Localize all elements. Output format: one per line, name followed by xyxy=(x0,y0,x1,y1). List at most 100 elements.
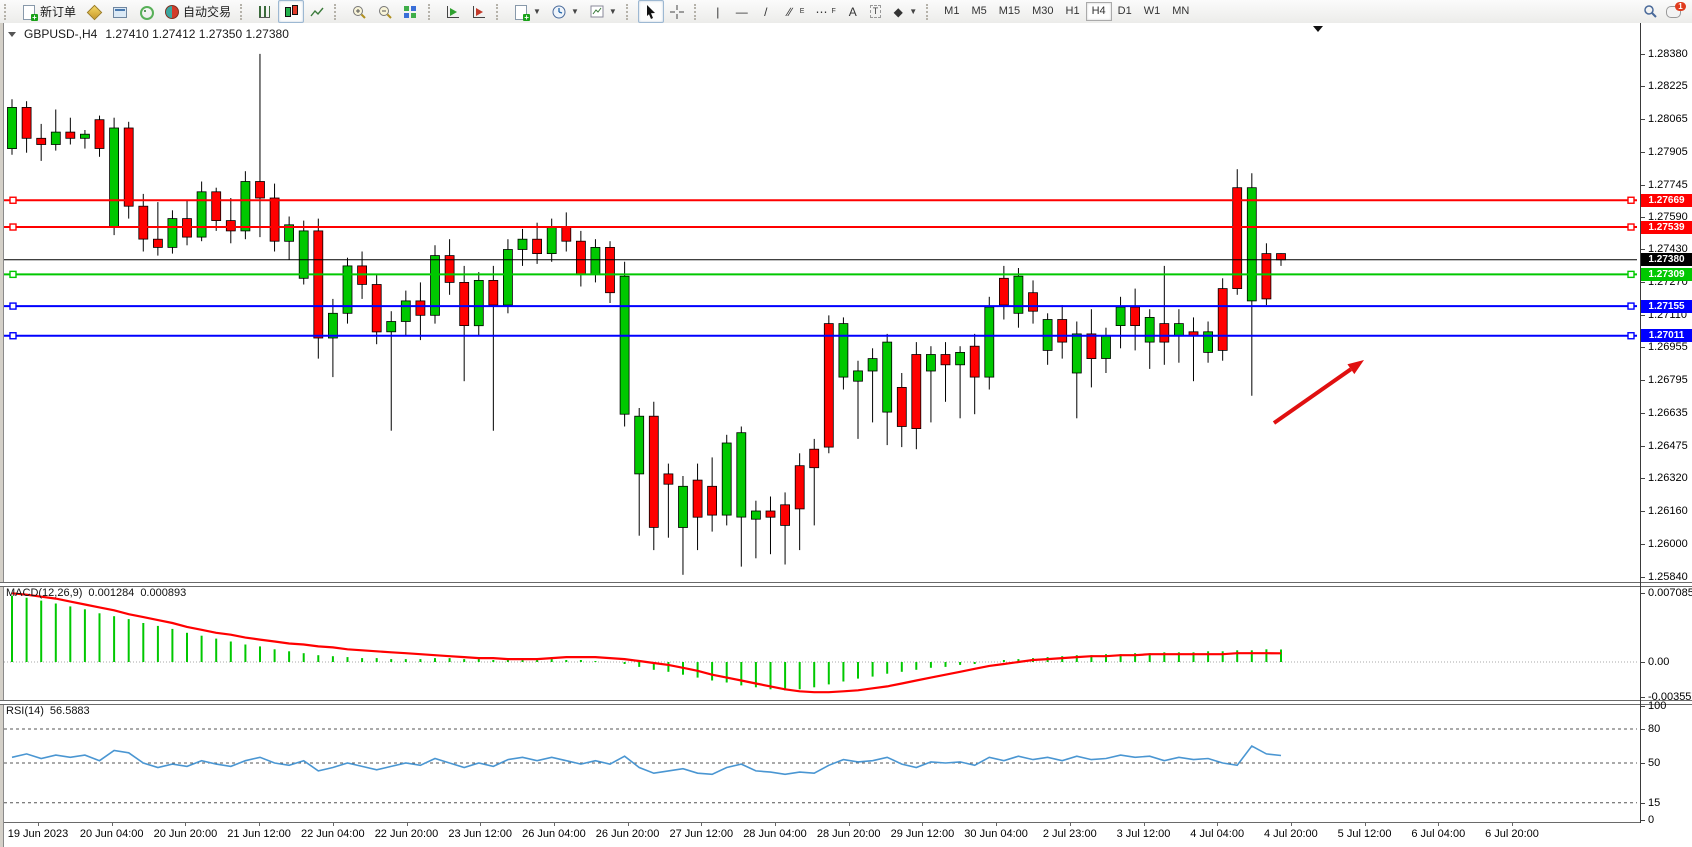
toolbar-grip[interactable] xyxy=(334,3,343,20)
price-scale-label: 1.27590 xyxy=(1648,211,1688,223)
price-scale-tick xyxy=(1641,249,1645,250)
toolbar-grip[interactable] xyxy=(926,3,935,20)
navigator-button[interactable] xyxy=(107,0,133,23)
time-axis-label: 22 Jun 04:00 xyxy=(300,828,365,840)
price-line-label-chip: 1.27155 xyxy=(1641,300,1692,313)
channel-button[interactable]: ∕∕ E xyxy=(778,0,810,23)
time-axis-tick xyxy=(1290,823,1292,826)
zoom-in-button[interactable] xyxy=(346,0,372,23)
chart-title: GBPUSD-,H4 1.27410 1.27412 1.27350 1.273… xyxy=(8,27,289,41)
rsi-indicator-pane[interactable] xyxy=(4,703,1641,822)
notifications-button[interactable]: 1 xyxy=(1666,1,1686,20)
candlestick-chart[interactable] xyxy=(4,24,1641,582)
price-scale-tick xyxy=(1641,152,1645,153)
text-button[interactable]: A xyxy=(841,0,865,23)
dropdown-caret-icon: ▼ xyxy=(608,7,617,16)
main-toolbar: + 新订单 自动交易 + ▼ ▼ ▼ | — / ∕∕ E ⋯ F xyxy=(0,0,1692,24)
timeframe-h4-button[interactable]: H4 xyxy=(1085,2,1112,21)
time-axis-tick xyxy=(111,823,113,826)
timeframe-m30-button[interactable]: M30 xyxy=(1032,5,1054,17)
timeframe-h1-button[interactable]: H1 xyxy=(1065,5,1080,17)
time-axis-tick xyxy=(1364,823,1366,826)
time-axis-tick xyxy=(701,823,703,826)
timeframe-w1-button[interactable]: W1 xyxy=(1143,5,1161,17)
auto-scroll-button[interactable] xyxy=(440,0,466,23)
time-axis[interactable]: 19 Jun 2023 20 Jun 04:00 20 Jun 20:00 21 Ju… xyxy=(4,822,1640,847)
toolbar-grip[interactable] xyxy=(693,3,703,20)
time-axis-label: 19 Jun 2023 xyxy=(7,828,69,840)
vertical-line-button[interactable]: | xyxy=(706,0,730,23)
new-order-label: 新订单 xyxy=(40,5,77,19)
price-scale-tick xyxy=(1641,282,1645,283)
ohlc-values-label: 1.27410 1.27412 1.27350 1.27380 xyxy=(105,27,289,41)
toolbar-grip[interactable] xyxy=(428,3,437,20)
macd-scale-tick xyxy=(1641,697,1645,698)
time-axis-label: 21 Jun 12:00 xyxy=(227,828,291,840)
timeframe-mn-button[interactable]: MN xyxy=(1172,5,1190,17)
toolbar-grip[interactable] xyxy=(496,3,505,20)
price-line-label-chip: 1.27309 xyxy=(1641,268,1692,281)
rsi-scale-label: 50 xyxy=(1648,757,1661,769)
templates-icon xyxy=(589,4,605,20)
time-axis-tick xyxy=(332,823,334,826)
indicators-button[interactable]: + ▼ xyxy=(508,0,546,23)
arrows-icon: ◆ xyxy=(893,4,903,19)
arrows-button[interactable]: ◆ ▼ xyxy=(886,0,922,23)
auto-trading-icon xyxy=(164,4,180,20)
price-scale-tick xyxy=(1641,446,1645,447)
pane-splitter[interactable] xyxy=(0,582,1692,587)
toolbar-grip[interactable] xyxy=(625,3,635,20)
toolbar-grip[interactable] xyxy=(240,3,249,20)
time-axis-label: 28 Jun 04:00 xyxy=(743,828,807,840)
rsi-scale-tick xyxy=(1641,729,1645,730)
search-icon[interactable] xyxy=(1642,4,1658,20)
auto-trading-button[interactable]: 自动交易 xyxy=(159,0,236,23)
clock-icon xyxy=(551,4,567,20)
line-chart-button[interactable] xyxy=(304,0,330,23)
macd-indicator-pane[interactable] xyxy=(4,585,1641,700)
chart-menu-caret-icon[interactable] xyxy=(8,31,16,37)
chart-shift-marker-icon[interactable] xyxy=(1313,26,1323,32)
rsi-scale-label: 100 xyxy=(1648,700,1667,712)
signals-button[interactable] xyxy=(133,0,159,23)
channel-suffix: E xyxy=(799,8,805,15)
timeframe-d1-button[interactable]: D1 xyxy=(1117,5,1132,17)
timeframe-m5-button[interactable]: M5 xyxy=(971,5,987,17)
price-scale-tick xyxy=(1641,86,1645,87)
dropdown-caret-icon: ▼ xyxy=(909,7,918,16)
trendline-button[interactable]: / xyxy=(754,0,778,23)
price-scale-label: 1.26635 xyxy=(1648,407,1688,419)
new-order-button[interactable]: + 新订单 xyxy=(16,0,81,23)
candlestick-chart-button[interactable] xyxy=(278,0,305,23)
text-label-button[interactable]: T xyxy=(865,0,887,23)
price-scale-tick xyxy=(1641,54,1645,55)
bar-chart-button[interactable] xyxy=(252,0,278,23)
toolbar-grip[interactable] xyxy=(4,3,13,20)
price-scale-tick xyxy=(1641,478,1645,479)
zoom-out-button[interactable] xyxy=(372,0,398,23)
timeframe-m1-button[interactable]: M1 xyxy=(944,5,960,17)
market-watch-button[interactable] xyxy=(81,0,107,23)
rsi-scale-tick xyxy=(1641,763,1645,764)
fibonacci-button[interactable]: ⋯ F xyxy=(809,0,840,23)
crosshair-button[interactable] xyxy=(664,0,690,23)
fibonacci-icon: ⋯ xyxy=(815,4,828,19)
time-axis-label: 30 Jun 04:00 xyxy=(964,828,1028,840)
notification-badge: 1 xyxy=(1675,1,1686,11)
tile-windows-button[interactable] xyxy=(398,0,424,23)
cursor-button[interactable] xyxy=(637,0,664,23)
time-axis-tick xyxy=(185,823,187,826)
horizontal-line-button[interactable]: — xyxy=(730,0,754,23)
price-scale-tick xyxy=(1641,511,1645,512)
macd-scale-label: 0.00 xyxy=(1648,656,1670,668)
cursor-arrow-icon xyxy=(643,4,659,20)
timeframe-m15-button[interactable]: M15 xyxy=(998,5,1021,17)
price-scale-tick xyxy=(1641,413,1645,414)
pane-splitter[interactable] xyxy=(0,700,1692,705)
templates-button[interactable]: ▼ xyxy=(584,0,622,23)
price-scale-label: 1.26955 xyxy=(1648,341,1688,353)
price-scale-label: 1.28380 xyxy=(1648,48,1688,60)
chart-shift-button[interactable] xyxy=(466,0,492,23)
periods-button[interactable]: ▼ xyxy=(546,0,584,23)
price-scale-label: 1.27430 xyxy=(1648,243,1688,255)
